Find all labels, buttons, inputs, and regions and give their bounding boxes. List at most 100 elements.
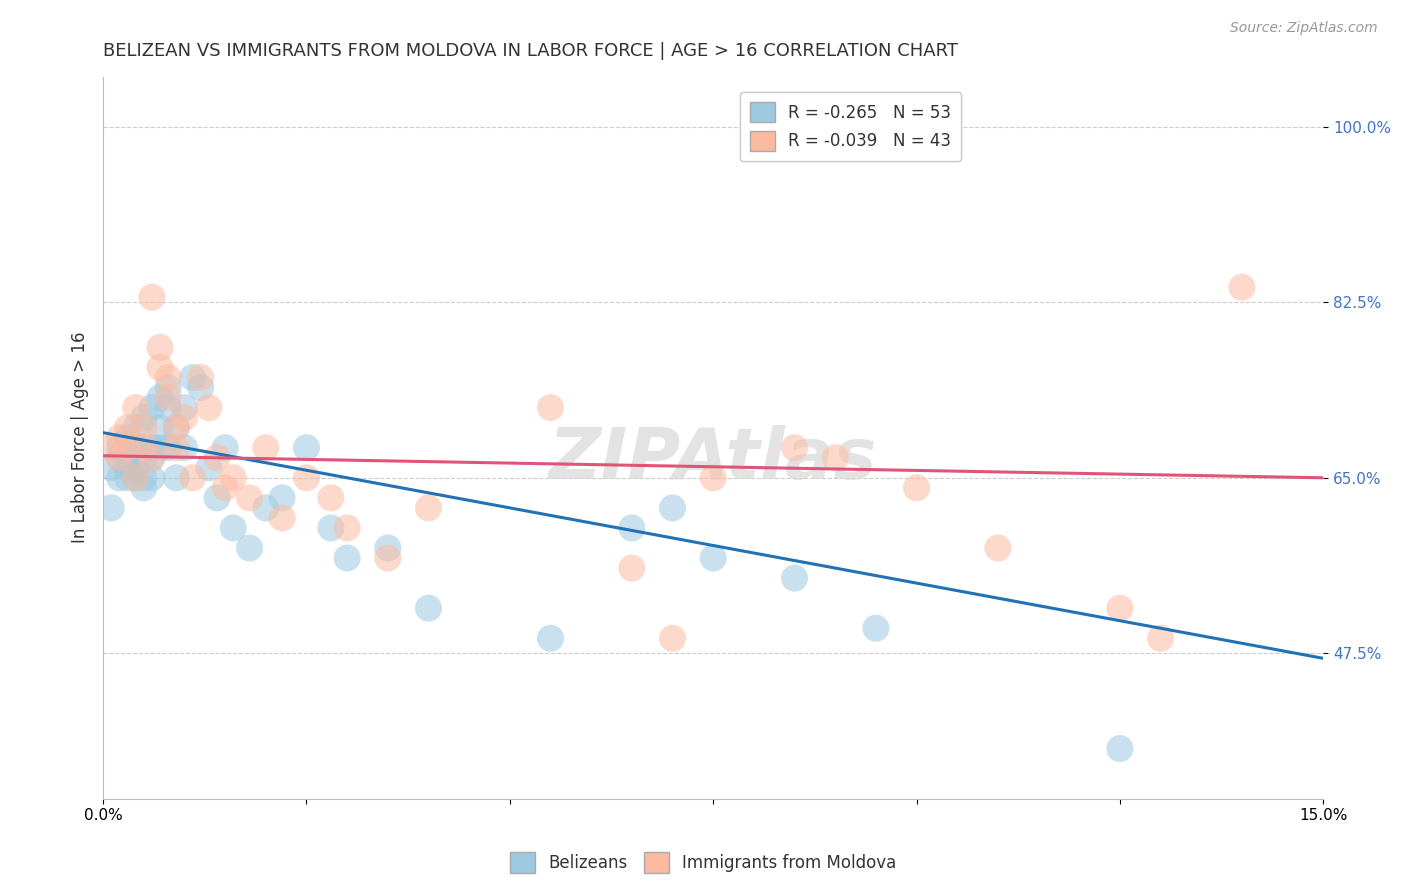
Point <box>336 551 359 566</box>
Point <box>149 360 172 375</box>
Point <box>132 441 155 455</box>
Point <box>254 441 277 455</box>
Point <box>132 420 155 434</box>
Point <box>1149 632 1171 646</box>
Point <box>1230 280 1253 294</box>
Point <box>661 500 683 515</box>
Point <box>100 500 122 515</box>
Point <box>117 460 139 475</box>
Point <box>205 491 228 505</box>
Point <box>157 391 180 405</box>
Point <box>124 420 146 434</box>
Point <box>824 450 846 465</box>
Point <box>181 471 204 485</box>
Point <box>141 401 163 415</box>
Point <box>124 471 146 485</box>
Point <box>336 521 359 535</box>
Point <box>117 471 139 485</box>
Point <box>108 471 131 485</box>
Point <box>117 420 139 434</box>
Point <box>319 491 342 505</box>
Point <box>1109 601 1132 615</box>
Point <box>124 441 146 455</box>
Point <box>165 420 187 434</box>
Point <box>540 632 562 646</box>
Point <box>377 541 399 555</box>
Point <box>165 441 187 455</box>
Point <box>124 460 146 475</box>
Point <box>783 571 806 585</box>
Point <box>198 401 221 415</box>
Point <box>205 450 228 465</box>
Point <box>190 380 212 394</box>
Point <box>702 471 724 485</box>
Point <box>124 401 146 415</box>
Point <box>987 541 1010 555</box>
Point <box>661 632 683 646</box>
Point <box>100 441 122 455</box>
Point <box>165 420 187 434</box>
Point <box>540 401 562 415</box>
Point <box>108 450 131 465</box>
Point <box>108 431 131 445</box>
Point <box>295 441 318 455</box>
Point <box>132 450 155 465</box>
Point <box>117 431 139 445</box>
Point <box>905 481 928 495</box>
Point <box>132 471 155 485</box>
Point <box>132 441 155 455</box>
Point <box>214 441 236 455</box>
Point <box>620 521 643 535</box>
Point <box>271 491 294 505</box>
Point <box>222 471 245 485</box>
Point <box>319 521 342 535</box>
Point <box>418 500 440 515</box>
Point <box>149 340 172 354</box>
Point <box>157 380 180 394</box>
Point <box>198 460 221 475</box>
Point <box>783 441 806 455</box>
Point <box>181 370 204 384</box>
Legend: R = -0.265   N = 53, R = -0.039   N = 43: R = -0.265 N = 53, R = -0.039 N = 43 <box>740 92 962 161</box>
Point <box>157 441 180 455</box>
Point <box>173 441 195 455</box>
Point <box>141 450 163 465</box>
Legend: Belizeans, Immigrants from Moldova: Belizeans, Immigrants from Moldova <box>503 846 903 880</box>
Point <box>100 460 122 475</box>
Point <box>238 541 260 555</box>
Text: BELIZEAN VS IMMIGRANTS FROM MOLDOVA IN LABOR FORCE | AGE > 16 CORRELATION CHART: BELIZEAN VS IMMIGRANTS FROM MOLDOVA IN L… <box>103 42 957 60</box>
Point <box>124 471 146 485</box>
Point <box>1109 741 1132 756</box>
Point <box>271 511 294 525</box>
Point <box>149 441 172 455</box>
Point <box>620 561 643 575</box>
Point <box>157 401 180 415</box>
Point <box>149 420 172 434</box>
Point <box>132 481 155 495</box>
Point <box>117 441 139 455</box>
Text: ZIPAtlas: ZIPAtlas <box>548 425 877 494</box>
Point <box>377 551 399 566</box>
Point <box>238 491 260 505</box>
Point <box>173 410 195 425</box>
Point <box>865 621 887 635</box>
Point <box>132 410 155 425</box>
Point <box>190 370 212 384</box>
Point <box>149 391 172 405</box>
Point <box>418 601 440 615</box>
Point <box>222 521 245 535</box>
Point <box>254 500 277 515</box>
Point <box>108 450 131 465</box>
Point <box>173 401 195 415</box>
Point <box>108 441 131 455</box>
Point <box>117 450 139 465</box>
Point <box>141 290 163 304</box>
Point <box>214 481 236 495</box>
Point <box>165 471 187 485</box>
Point <box>157 370 180 384</box>
Point <box>141 441 163 455</box>
Point <box>141 450 163 465</box>
Y-axis label: In Labor Force | Age > 16: In Labor Force | Age > 16 <box>72 332 89 543</box>
Point <box>295 471 318 485</box>
Point <box>702 551 724 566</box>
